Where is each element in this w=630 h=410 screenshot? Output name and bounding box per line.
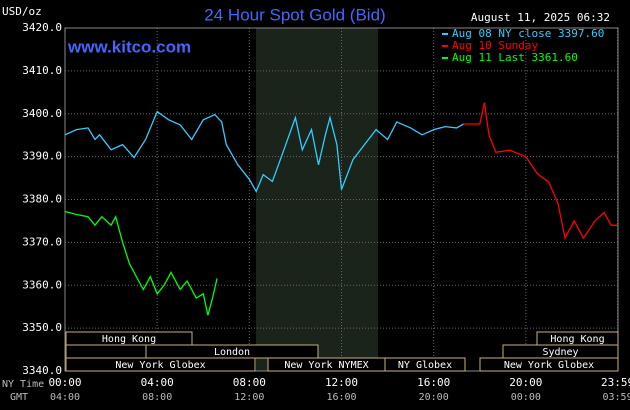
y-tick-label: 3360.0 bbox=[22, 278, 62, 291]
session-label: Hong Kong bbox=[550, 334, 604, 345]
session-label: Hong Kong bbox=[102, 334, 156, 345]
session-label: New York Globex bbox=[115, 360, 205, 371]
x2-tick-label: 04:00 bbox=[50, 392, 80, 403]
legend-label: Aug 11 Last 3361.60 bbox=[452, 51, 578, 64]
y-tick-label: 3390.0 bbox=[22, 150, 62, 163]
session-box bbox=[65, 357, 256, 372]
y-tick-label: 3420.0 bbox=[22, 21, 62, 34]
y-tick-label: 3410.0 bbox=[22, 64, 62, 77]
session-label: New York Globex bbox=[504, 360, 594, 371]
x-row-label: NY Time bbox=[2, 379, 44, 390]
session-label: Sydney bbox=[542, 347, 578, 358]
price-line bbox=[463, 102, 618, 241]
session-box bbox=[384, 357, 466, 372]
y-tick-label: 3400.0 bbox=[22, 107, 62, 120]
legend-label: Aug 10 Sunday bbox=[452, 39, 538, 52]
x2-tick-label: 08:00 bbox=[142, 392, 172, 403]
chart-title: 24 Hour Spot Gold (Bid) bbox=[204, 5, 385, 24]
price-line bbox=[64, 210, 218, 316]
y-tick-label: 3350.0 bbox=[22, 321, 62, 334]
x-tick-label: 20:00 bbox=[509, 376, 542, 389]
x-tick-label: 16:00 bbox=[417, 376, 450, 389]
y-tick-label: 3340.0 bbox=[22, 364, 62, 377]
session-box bbox=[65, 344, 147, 359]
x-tick-label: 04:00 bbox=[141, 376, 174, 389]
x-row-label: GMT bbox=[10, 392, 28, 403]
x2-tick-label: 00:00 bbox=[511, 392, 541, 403]
session-label: NY Globex bbox=[398, 360, 452, 371]
y-tick-label: 3380.0 bbox=[22, 193, 62, 206]
x-tick-label: 08:00 bbox=[233, 376, 266, 389]
legend-label: Aug 08 NY close 3397.60 bbox=[452, 27, 604, 40]
x2-tick-label: 16:00 bbox=[326, 392, 356, 403]
x2-tick-label: 03:59 bbox=[602, 392, 630, 403]
price-line bbox=[64, 110, 464, 193]
x-tick-label: 00:00 bbox=[48, 376, 81, 389]
session-box bbox=[479, 357, 619, 372]
unit-label: USD/oz bbox=[2, 5, 42, 18]
x2-tick-label: 12:00 bbox=[234, 392, 264, 403]
x-tick-label: 23:59 bbox=[601, 376, 630, 389]
subtitle: www.kitco.com bbox=[67, 37, 191, 56]
timestamp: August 11, 2025 06:32 bbox=[471, 11, 610, 24]
session-box bbox=[65, 331, 193, 346]
session-label: London bbox=[214, 347, 250, 358]
x-tick-label: 12:00 bbox=[325, 376, 358, 389]
session-label: New York NYMEX bbox=[284, 360, 368, 371]
y-tick-label: 3370.0 bbox=[22, 235, 62, 248]
x2-tick-label: 20:00 bbox=[419, 392, 449, 403]
